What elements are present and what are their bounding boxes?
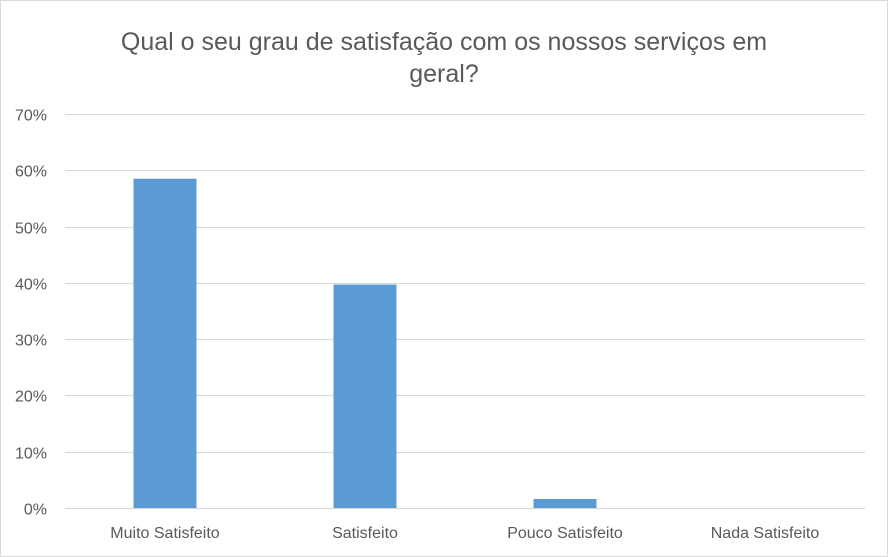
chart-title-line-1: Qual o seu grau de satisfação com os nos…	[121, 28, 767, 56]
y-tick-label: 60%	[15, 164, 47, 181]
x-category-label: Nada Satisfeito	[711, 525, 820, 542]
x-axis-categories: Muito Satisfeito Satisfeito Pouco Satisfei…	[110, 525, 819, 542]
y-tick-label: 10%	[15, 446, 47, 463]
chart-title-line-2: geral?	[409, 60, 479, 88]
y-tick-label: 0%	[24, 502, 47, 519]
x-category-label: Pouco Satisfeito	[507, 525, 623, 542]
x-category-label: Satisfeito	[332, 525, 398, 542]
y-tick-label: 20%	[15, 389, 47, 406]
bar	[533, 498, 597, 508]
chart-title: Qual o seu grau de satisfação com os nos…	[121, 28, 767, 88]
bar	[333, 284, 397, 508]
y-tick-label: 70%	[15, 108, 47, 125]
bar	[133, 178, 197, 508]
y-axis-ticks: 0% 10% 20% 30% 40% 50% 60% 70%	[15, 108, 47, 519]
x-category-label: Muito Satisfeito	[110, 525, 219, 542]
y-tick-label: 30%	[15, 333, 47, 350]
bars	[133, 178, 597, 508]
y-tick-label: 40%	[15, 277, 47, 294]
y-tick-label: 50%	[15, 221, 47, 238]
gridlines	[65, 114, 865, 453]
